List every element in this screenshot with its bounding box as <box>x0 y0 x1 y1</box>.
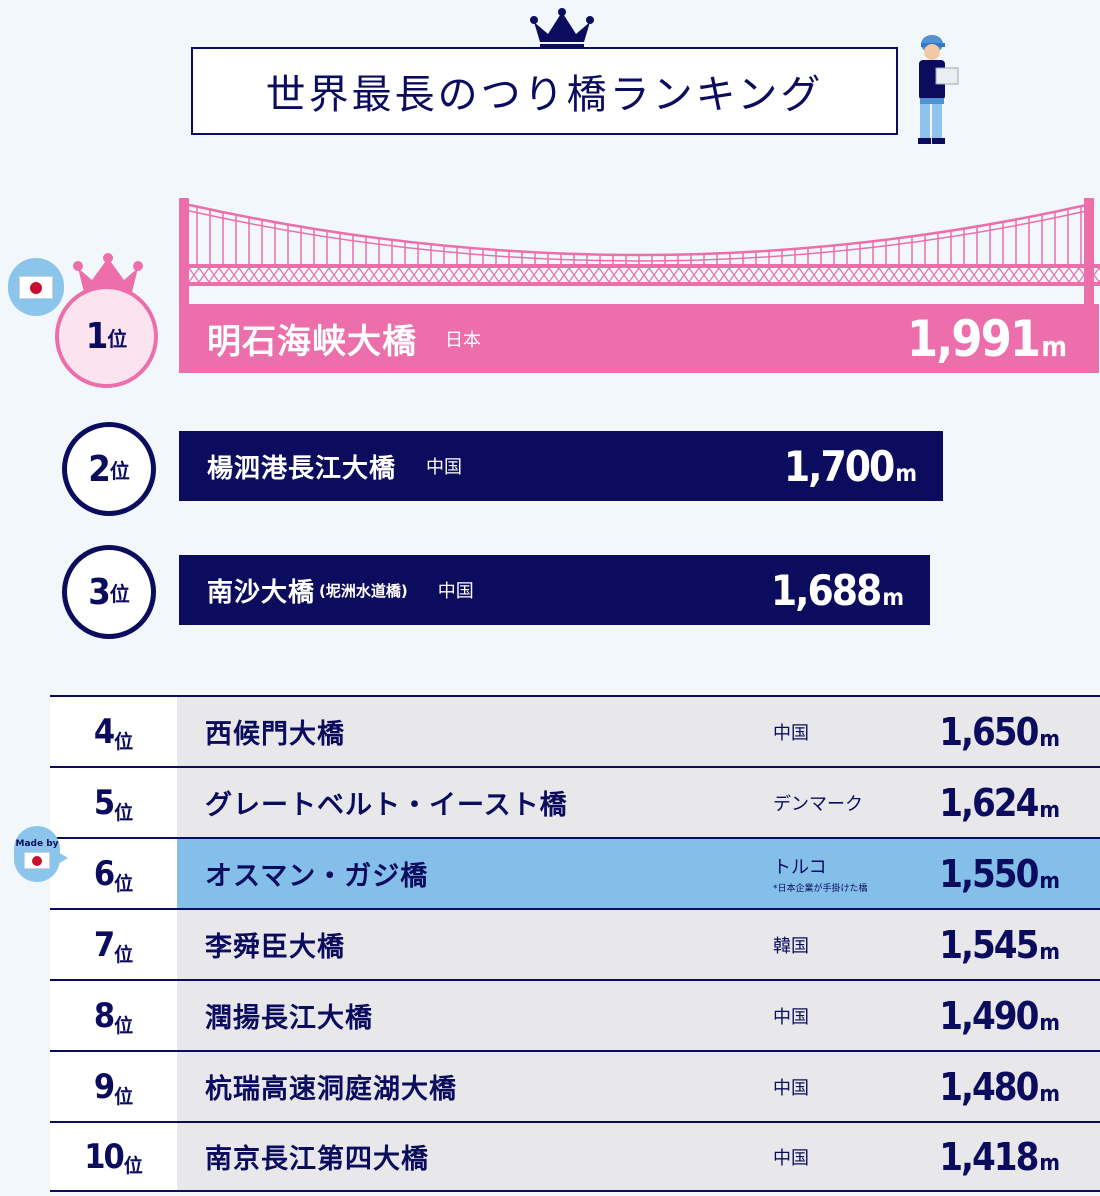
bridge-country: 中国 <box>773 1077 809 1099</box>
bridge-country: 中国 <box>437 581 474 602</box>
bridge-length: 1,480 m <box>939 1064 1060 1109</box>
bridge-name: 潤揚長江大橋 <box>205 1003 373 1034</box>
bridge-country: 日本 <box>445 329 481 351</box>
crown-icon <box>530 8 594 49</box>
bridge-country: デンマーク <box>773 793 863 815</box>
bridge-country: 中国 <box>773 1147 809 1169</box>
bridge-length: 1,624 m <box>939 780 1060 825</box>
bridge-country: 中国 <box>773 1006 809 1028</box>
bridge-name: 明石海峡大橋 <box>207 322 417 362</box>
bridge-length: 1,688m <box>770 565 904 615</box>
bridge-name: 杭瑞高速洞庭湖大橋 <box>205 1074 457 1105</box>
bridge-name: 李舜臣大橋 <box>205 932 345 963</box>
japan-flag-icon <box>19 275 53 299</box>
bridge-length: 1,550 m <box>939 851 1060 896</box>
crown-icon <box>73 253 143 292</box>
made-by-japan-badge: Made by <box>14 826 68 882</box>
bridge-length: 1,545 m <box>939 922 1060 967</box>
bridge-length: 1,490 m <box>939 993 1060 1038</box>
bridge-name: 南沙大橋 <box>207 577 316 608</box>
bridge-country: 中国 <box>773 722 809 744</box>
bridge-country: 韓国 <box>773 935 809 957</box>
bar-rank-2: 楊泗港長江大橋 中国 1,700m <box>179 431 943 501</box>
bar-rank-1: 明石海峡大橋 日本 1,991m <box>179 304 1099 373</box>
bridge-note: *日本企業が手掛けた橋 <box>773 884 868 894</box>
suspension-bridge-illustration <box>179 198 1100 306</box>
bridge-name: 楊泗港長江大橋 <box>207 453 397 484</box>
bridge-name: オスマン・ガジ橋 <box>205 861 429 892</box>
bridge-country: 中国 <box>426 457 463 478</box>
japan-flag-icon <box>24 852 50 869</box>
rank-label: 10 位 <box>50 1123 177 1190</box>
japan-flag-badge <box>8 258 64 316</box>
bridge-name: グレートベルト・イースト橋 <box>205 790 568 821</box>
bridge-country: トルコ *日本企業が手掛けた橋 <box>773 857 868 894</box>
bridge-length: 1,418 m <box>939 1134 1060 1179</box>
bridge-length: 1,650 m <box>939 709 1060 754</box>
bridge-name: 西候門大橋 <box>205 719 345 750</box>
bridge-name: 南京長江第四大橋 <box>205 1144 429 1175</box>
page-title: 世界最長のつり橋ランキング <box>191 47 898 135</box>
bridge-length: 1,991m <box>906 309 1067 368</box>
bar-rank-3: 南沙大橋 (坭洲水道橋) 中国 1,688m <box>179 555 930 625</box>
table-row: 10 位 南京長江第四大橋 中国 1,418 m <box>50 1121 1100 1192</box>
engineer-illustration <box>918 35 959 144</box>
bridge-alt-name: (坭洲水道橋) <box>319 581 408 600</box>
bridge-length: 1,700m <box>783 441 917 491</box>
